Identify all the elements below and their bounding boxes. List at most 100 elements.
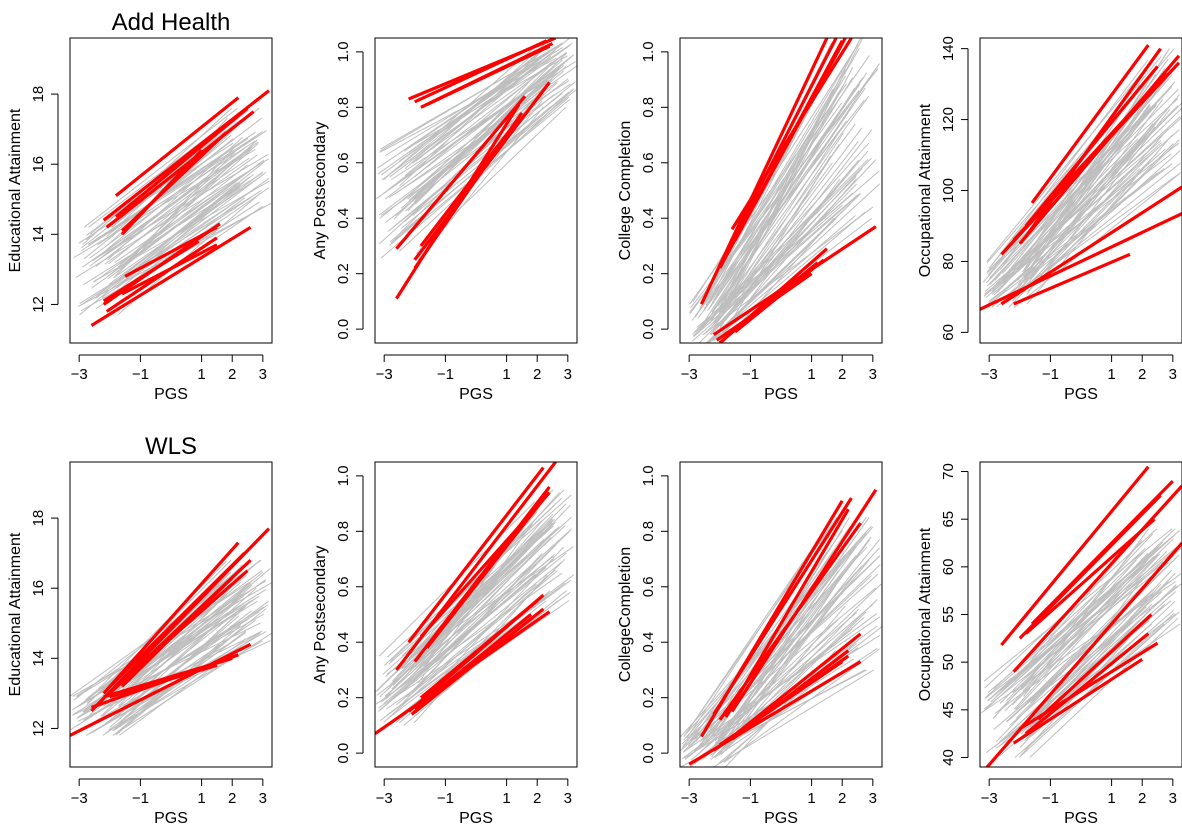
x-tick-label: −3: [681, 366, 698, 383]
gray-line: [717, 538, 881, 741]
x-tick-label: −3: [981, 790, 998, 807]
red-line: [120, 149, 203, 236]
gray-line: [412, 530, 556, 682]
series-lines: [375, 462, 575, 736]
y-axis-label: Educational Attainment: [7, 532, 24, 696]
gray-line: [375, 572, 563, 705]
gray-line: [386, 574, 575, 716]
gray-line: [713, 669, 875, 767]
gray-line: [712, 130, 841, 326]
x-tick-label: −1: [742, 790, 759, 807]
gray-line: [387, 92, 563, 232]
gray-line: [1014, 611, 1180, 758]
gray-line: [391, 554, 555, 698]
panel-4: −3 −1 1 2 3 PGS 60 80 100 120 140 Occupational Atta…: [917, 36, 1182, 403]
red-line: [731, 649, 850, 741]
gray-line: [1029, 569, 1173, 720]
gray-line: [717, 183, 881, 333]
red-line: [1037, 613, 1153, 721]
gray-line: [97, 154, 268, 258]
x-axis: −3 −1 1 2 3 PGS: [376, 354, 572, 403]
gray-line: [418, 59, 563, 187]
y-axis: 12 14 16 18 Educational Attainment: [7, 510, 59, 737]
gray-line: [392, 94, 555, 228]
row-title: WLS: [145, 433, 197, 460]
plot-frame: [69, 37, 273, 344]
red-line: [124, 225, 218, 278]
x-axis: −3 −1 1 2 3 PGS: [681, 778, 877, 827]
red-line: [1018, 54, 1181, 245]
x-axis: −3 −1 1 2 3 PGS: [681, 354, 877, 403]
y-tick-label: 60: [940, 559, 957, 576]
red-line: [102, 541, 240, 695]
gray-line: [720, 155, 832, 340]
y-tick-label: 14: [30, 226, 47, 243]
red-line: [114, 96, 240, 198]
gray-line: [702, 572, 844, 748]
x-tick-label: 3: [1169, 790, 1177, 807]
red-line: [1013, 252, 1131, 306]
y-tick-label: 1.0: [640, 465, 657, 486]
x-axis-label: PGS: [764, 810, 798, 827]
gray-line: [407, 537, 552, 681]
x-tick-label: 1: [1107, 790, 1115, 807]
y-tick-label: 45: [940, 701, 957, 718]
x-axis-label: PGS: [764, 386, 798, 403]
gray-line: [705, 193, 862, 343]
gray-line: [984, 163, 1173, 308]
y-tick-label: 100: [940, 178, 957, 203]
red-line: [715, 272, 813, 342]
x-tick-label: −3: [71, 366, 88, 383]
x-tick-label: 2: [533, 366, 541, 383]
series-lines: [375, 38, 577, 300]
y-tick-label: 1.0: [335, 41, 352, 62]
gray-line: [415, 51, 567, 161]
red-line: [1012, 484, 1182, 673]
y-tick-label: 0.8: [335, 97, 352, 118]
gray-line: [1019, 58, 1169, 266]
gray-line: [96, 177, 250, 297]
x-tick-label: −3: [981, 366, 998, 383]
gray-line: [112, 568, 271, 701]
gray-line: [1006, 587, 1156, 723]
gray-line: [414, 506, 541, 668]
gray-line: [724, 571, 857, 744]
y-tick-label: 0.6: [335, 576, 352, 597]
red-line: [102, 239, 200, 303]
gray-line: [1024, 105, 1154, 277]
gray-line: [102, 640, 245, 736]
gray-line: [384, 56, 572, 200]
gray-line: [105, 146, 233, 251]
y-tick-label: 0.4: [335, 208, 352, 229]
y-axis-label: College Completion: [617, 121, 634, 261]
red-line: [419, 599, 539, 699]
red-line: [120, 576, 234, 688]
y-tick-label: 40: [940, 749, 957, 766]
plot-frame: [679, 461, 883, 768]
panel-6: −3 −1 1 2 3 PGS 0.0 0.2 0.4 0.6 0.8 1.0 Any Postseco…: [312, 461, 578, 827]
x-tick-label: −1: [437, 366, 454, 383]
panel-3: −3 −1 1 2 3 PGS 0.0 0.2 0.4 0.6 0.8 1.0 College Comp…: [617, 37, 883, 403]
y-axis-label: Any Postsecondary: [312, 122, 329, 260]
gray-line: [725, 584, 837, 752]
y-tick-label: 0.2: [335, 687, 352, 708]
y-tick-label: 55: [940, 606, 957, 623]
gray-line: [380, 83, 571, 216]
gray-line: [984, 153, 1172, 296]
red-line: [90, 225, 252, 327]
gray-line: [692, 612, 858, 754]
y-tick-label: 140: [940, 36, 957, 61]
red-line: [1024, 632, 1150, 735]
gray-line: [1012, 538, 1174, 693]
gray-line: [1023, 528, 1150, 697]
gray-line: [705, 176, 857, 333]
y-tick-label: 0.8: [335, 521, 352, 542]
x-tick-label: 1: [502, 366, 510, 383]
gray-line: [723, 648, 880, 763]
y-tick-label: 120: [940, 107, 957, 132]
gray-line: [988, 168, 1165, 302]
gray-line: [1004, 554, 1159, 712]
gray-line: [988, 56, 1162, 269]
